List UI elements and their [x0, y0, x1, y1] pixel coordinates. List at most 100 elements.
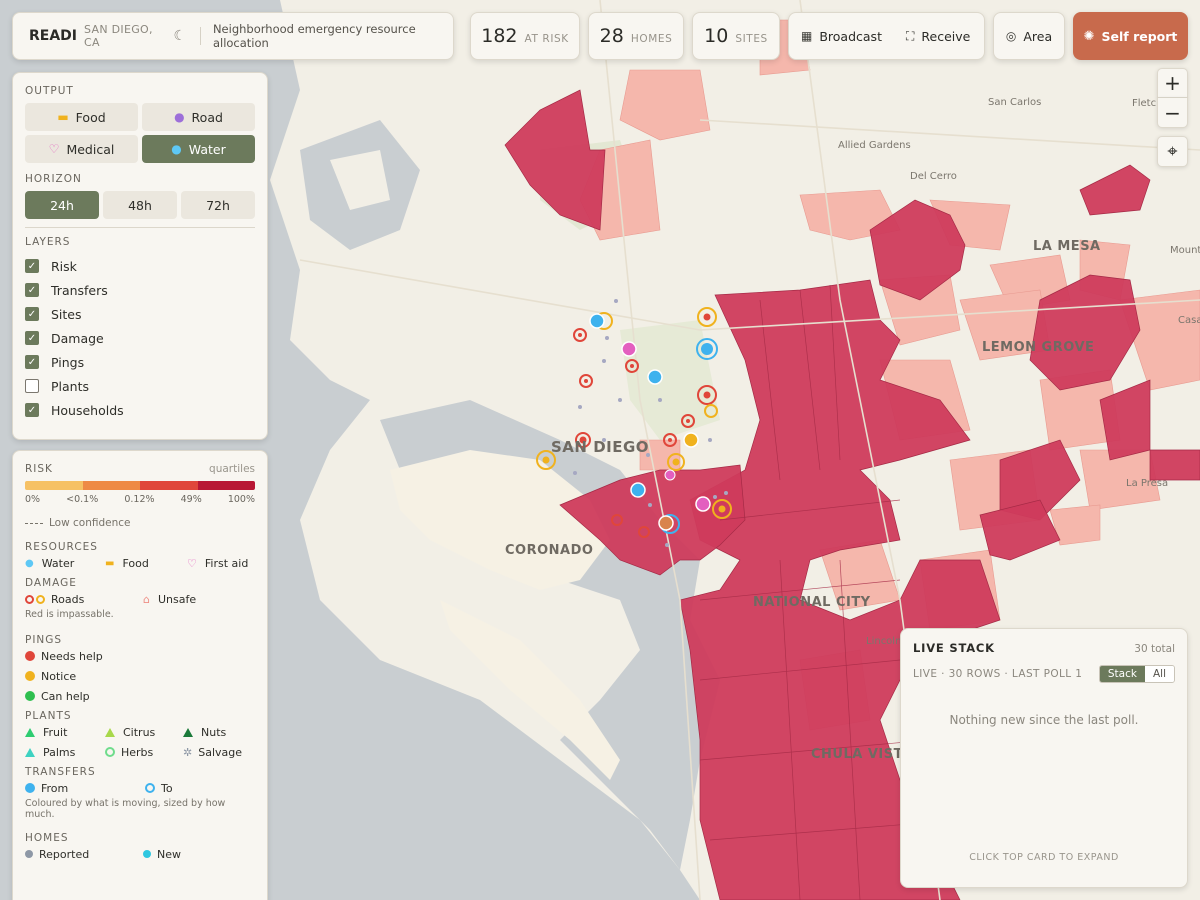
output-road-button[interactable]: ● Road	[142, 103, 255, 131]
resource-food-label: Food	[122, 556, 149, 570]
dot-icon	[143, 850, 151, 858]
pings-title: PINGS	[25, 634, 63, 646]
heart-icon: ♡	[48, 142, 60, 156]
homes-title: HOMES	[25, 832, 69, 844]
layer-sites[interactable]: ✓ Sites	[25, 302, 255, 326]
self-report-button[interactable]: ✺ Self report	[1073, 12, 1188, 60]
plants-row-1: Fruit Citrus Nuts	[25, 722, 255, 742]
dot-icon	[25, 651, 35, 661]
live-stack-total: 30 total	[1134, 643, 1175, 655]
layer-pings[interactable]: ✓ Pings	[25, 350, 255, 374]
broadcast-button[interactable]: ▦ Broadcast	[789, 29, 894, 44]
plant-nuts-label: Nuts	[201, 725, 227, 739]
resource-first-aid-label: First aid	[204, 556, 249, 570]
moon-icon[interactable]: ☾	[173, 28, 187, 44]
toggle-stack-button[interactable]: Stack	[1099, 666, 1145, 682]
ring-icon	[145, 783, 155, 793]
ping-can-help: Can help	[25, 686, 255, 706]
receive-button[interactable]: ⛶ Receive	[894, 29, 982, 44]
dot-icon	[25, 850, 33, 858]
ping-needs-help: Needs help	[25, 646, 255, 666]
road-damage-icon	[25, 594, 34, 604]
layer-risk[interactable]: ✓ Risk	[25, 254, 255, 278]
map-label-coronado: CORONADO	[505, 543, 593, 558]
homes-row: Reported New	[25, 844, 255, 864]
map-label-chula-vista: CHULA VISTA	[811, 747, 913, 762]
ramp-segment	[197, 481, 255, 490]
risk-title: RISK	[25, 463, 53, 475]
layer-sites-label: Sites	[51, 306, 82, 322]
plant-fruit-label: Fruit	[43, 725, 68, 739]
checkbox-unchecked[interactable]	[25, 379, 39, 393]
checkbox-checked[interactable]: ✓	[25, 259, 39, 273]
horizon-48h-button[interactable]: 48h	[103, 191, 177, 219]
risk-tick: 49%	[180, 494, 202, 505]
plants-row-2: Palms Herbs ✲ Salvage	[25, 742, 255, 762]
output-medical-button[interactable]: ♡ Medical	[25, 135, 138, 163]
stat-homes: 28 HOMES	[588, 12, 684, 60]
live-stack-meta: LIVE · 30 ROWS · LAST POLL 1	[913, 668, 1083, 680]
layer-damage[interactable]: ✓ Damage	[25, 326, 255, 350]
header-divider	[200, 27, 201, 45]
crosshair-icon: ⌖	[1167, 141, 1178, 162]
food-icon: ▬	[57, 110, 69, 124]
expand-hint: CLICK TOP CARD TO EXPAND	[969, 852, 1119, 863]
palm-icon	[25, 747, 35, 757]
layer-plants-label: Plants	[51, 378, 90, 394]
horizon-72h-button[interactable]: 72h	[181, 191, 255, 219]
transfer-to-label: To	[161, 781, 173, 795]
checkbox-checked[interactable]: ✓	[25, 331, 39, 345]
dot-icon	[25, 691, 35, 701]
map-label-la-presa: La Presa	[1126, 478, 1168, 489]
resources-row: ● Water ▬ Food ♡ First aid	[25, 553, 255, 573]
tree-icon	[183, 727, 193, 737]
view-toggle: Stack All	[1098, 665, 1175, 683]
checkbox-checked[interactable]: ✓	[25, 283, 39, 297]
stat-at-risk-value: 182	[481, 25, 518, 47]
layer-transfers[interactable]: ✓ Transfers	[25, 278, 255, 302]
dashed-line-icon	[25, 522, 43, 524]
sparkle-icon: ✺	[1083, 28, 1095, 44]
area-button[interactable]: ◎ Area	[993, 12, 1065, 60]
gear-icon: ✲	[183, 745, 193, 759]
checkbox-checked[interactable]: ✓	[25, 355, 39, 369]
output-food-button[interactable]: ▬ Food	[25, 103, 138, 131]
app-name: READI	[29, 28, 78, 44]
homes-reported-label: Reported	[39, 847, 90, 861]
checkbox-checked[interactable]: ✓	[25, 403, 39, 417]
damage-note: Red is impassable.	[25, 609, 114, 620]
ramp-segment	[25, 481, 83, 490]
layer-households[interactable]: ✓ Households	[25, 398, 255, 422]
locate-button[interactable]: ⌖	[1157, 136, 1188, 167]
map-label-la-mesa: LA MESA	[1033, 239, 1101, 254]
heart-icon: ♡	[187, 556, 197, 570]
output-water-button[interactable]: ● Water	[142, 135, 255, 163]
car-icon: ●	[174, 110, 185, 124]
minus-icon: −	[1164, 100, 1181, 125]
scan-icon: ⛶	[905, 28, 915, 43]
map-label-national-city: NATIONAL CITY	[753, 595, 871, 610]
layer-risk-label: Risk	[51, 258, 77, 274]
output-water-label: Water	[188, 141, 226, 157]
layer-pings-label: Pings	[51, 354, 85, 370]
zoom-in-button[interactable]: +	[1157, 68, 1188, 98]
zoom-out-button[interactable]: −	[1157, 98, 1188, 128]
map-label-lemon-grove: LEMON GROVE	[982, 340, 1094, 355]
risk-tick: 0.12%	[124, 494, 155, 505]
food-icon: ▬	[105, 557, 115, 569]
low-confidence-label: Low confidence	[49, 517, 131, 529]
horizon-24h-button[interactable]: 24h	[25, 191, 99, 219]
checkbox-checked[interactable]: ✓	[25, 307, 39, 321]
grid-icon: ▦	[801, 29, 813, 43]
ramp-segment	[82, 481, 140, 490]
layer-plants[interactable]: Plants	[25, 374, 255, 398]
target-icon: ◎	[1005, 29, 1017, 43]
broadcast-label: Broadcast	[819, 28, 882, 44]
dot-icon	[25, 671, 35, 681]
output-food-label: Food	[75, 109, 106, 125]
damage-unsafe-label: Unsafe	[157, 592, 197, 606]
transfers-row: From To	[25, 778, 255, 798]
risk-color-ramp	[25, 481, 255, 490]
transfers-title: TRANSFERS	[25, 766, 96, 778]
toggle-all-button[interactable]: All	[1144, 666, 1174, 682]
